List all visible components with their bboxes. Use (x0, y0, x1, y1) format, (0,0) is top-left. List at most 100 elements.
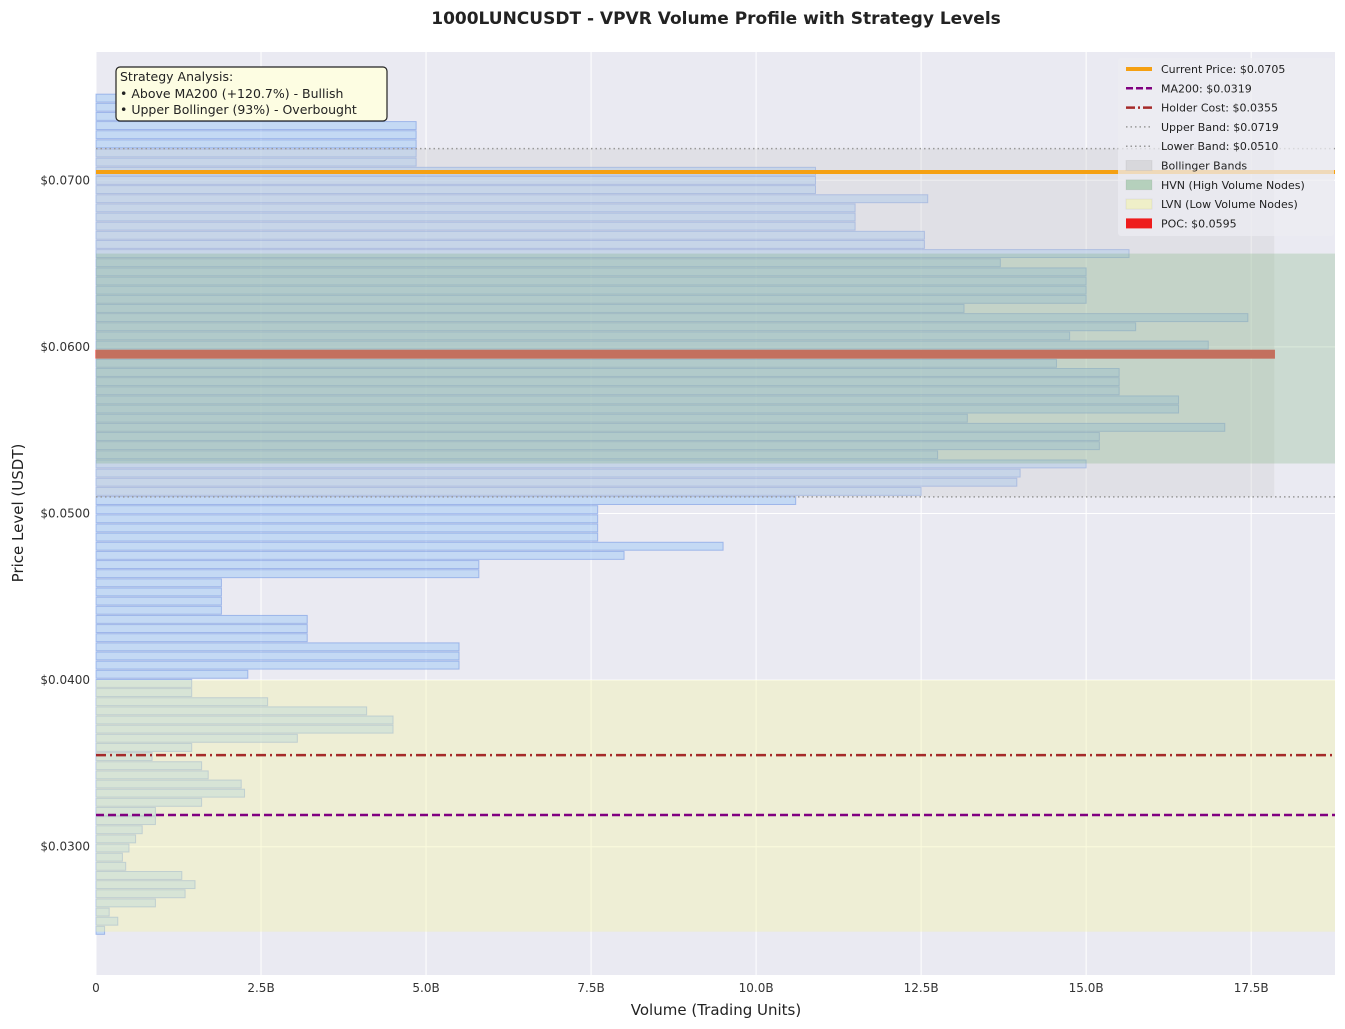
volume-bar (95, 779, 242, 789)
volume-bar (95, 267, 1087, 277)
legend-swatch (1125, 198, 1153, 210)
volume-bar (95, 404, 1180, 414)
volume-bar (95, 221, 856, 231)
hvn-zone (96, 253, 1335, 464)
legend-entry: Upper Band: $0.0719 (1126, 121, 1279, 134)
volume-bar (95, 477, 1018, 487)
volume-bar (95, 752, 153, 762)
volume-bar (95, 422, 1226, 432)
volume-bar (95, 413, 968, 423)
volume-bar (95, 139, 417, 149)
volume-bar (95, 596, 222, 606)
volume-bar (95, 496, 797, 505)
volume-bar (95, 724, 394, 734)
volume-bar (95, 249, 1130, 259)
volume-bar (95, 852, 123, 862)
volume-bar (95, 194, 929, 204)
legend-entry: HVN (High Volume Nodes) (1125, 179, 1305, 192)
x-tick-label: 5.0B (412, 981, 439, 995)
legend-label: POC: $0.0595 (1161, 217, 1237, 230)
volume-bar (95, 368, 1120, 377)
legend-label: Lower Band: $0.0510 (1161, 140, 1278, 153)
volume-bar (95, 898, 156, 908)
x-tick-label: 0 (92, 981, 100, 995)
volume-bar (95, 834, 137, 844)
annotation-line-ma200: • Above MA200 (+120.7%) - Bullish (120, 86, 343, 101)
volume-bar (95, 523, 599, 533)
volume-bar (95, 441, 1100, 451)
x-axis-label: Volume (Trading Units) (631, 1001, 801, 1019)
volume-bar (95, 569, 480, 579)
volume-bar (95, 633, 308, 643)
legend-label: Current Price: $0.0705 (1161, 63, 1285, 76)
legend-swatch (1125, 179, 1153, 191)
y-tick-label: $0.0300 (40, 840, 90, 854)
volume-bar (95, 925, 106, 935)
volume-bar (95, 212, 856, 222)
legend-label: HVN (High Volume Nodes) (1161, 179, 1305, 192)
legend-entry: MA200: $0.0319 (1126, 82, 1252, 95)
legend-swatch (1125, 160, 1153, 171)
annotation-title: Strategy Analysis: (120, 69, 233, 84)
volume-bar (95, 889, 186, 899)
strategy-annotation: Strategy Analysis: • Above MA200 (+120.7… (115, 66, 388, 122)
legend-label: Upper Band: $0.0719 (1161, 121, 1279, 134)
volume-bar (95, 157, 417, 167)
legend-entry: POC: $0.0595 (1126, 217, 1237, 230)
volume-bar (95, 587, 222, 597)
volume-bar (95, 843, 130, 853)
poc-bar (95, 349, 1275, 359)
legend-swatch (1126, 218, 1152, 229)
volume-bar (95, 880, 196, 890)
volume-bar (95, 322, 1137, 332)
volume-bar (95, 505, 599, 515)
chart-title: 1000LUNCUSDT - VPVR Volume Profile with … (431, 9, 1001, 29)
volume-bar (95, 450, 939, 460)
x-tick-label: 10.0B (739, 981, 774, 995)
volume-bar (95, 605, 222, 615)
volume-bar (95, 130, 417, 140)
x-tick-label: 7.5B (577, 981, 604, 995)
volume-bar (95, 331, 1071, 341)
volume-bar (95, 651, 460, 661)
legend-label: MA200: $0.0319 (1161, 82, 1252, 95)
legend-entry: Current Price: $0.0705 (1126, 63, 1285, 76)
y-axis-ticks: $0.0300 $0.0400 $0.0500 $0.0600 $0.0700 (40, 173, 90, 853)
volume-bar (95, 303, 965, 313)
volume-bar (95, 230, 925, 240)
volume-bar (95, 660, 460, 670)
volume-bar (95, 203, 856, 213)
volume-bar (95, 459, 1087, 469)
x-tick-label: 17.5B (1234, 981, 1269, 995)
volume-bar (95, 532, 599, 542)
legend-label: LVN (Low Volume Nodes) (1161, 198, 1298, 211)
volume-bar (95, 861, 127, 871)
annotation-box (115, 66, 388, 122)
x-tick-label: 12.5B (904, 981, 939, 995)
volume-bar (95, 870, 183, 880)
volume-bar (95, 825, 143, 835)
legend-entry: Holder Cost: $0.0355 (1126, 102, 1278, 115)
volume-bar (95, 916, 119, 926)
volume-bar (95, 258, 1001, 268)
volume-bar (95, 669, 249, 679)
volume-bar (95, 715, 394, 725)
volume-bar (95, 614, 308, 624)
volume-bar (95, 121, 417, 131)
volume-bar (95, 340, 1209, 350)
y-tick-label: $0.0400 (40, 673, 90, 687)
y-tick-label: $0.0600 (40, 340, 90, 354)
legend: Current Price: $0.0705 MA200: $0.0319 Hold… (1118, 58, 1334, 236)
volume-bar (95, 697, 269, 707)
volume-bars (95, 93, 1275, 935)
x-tick-label: 15.0B (1069, 981, 1104, 995)
x-axis-ticks: 0 2.5B 5.0B 7.5B 10.0B 12.5B 15.0B 17.5B (92, 981, 1268, 995)
volume-bar (95, 276, 1087, 286)
y-axis-label: Price Level (USDT) (9, 444, 27, 583)
x-tick-label: 2.5B (247, 981, 274, 995)
legend-entry: LVN (Low Volume Nodes) (1125, 198, 1298, 211)
volume-bar (95, 175, 817, 185)
legend-label: Holder Cost: $0.0355 (1161, 102, 1278, 115)
volume-bar (95, 377, 1120, 387)
volume-bar (95, 294, 1087, 304)
